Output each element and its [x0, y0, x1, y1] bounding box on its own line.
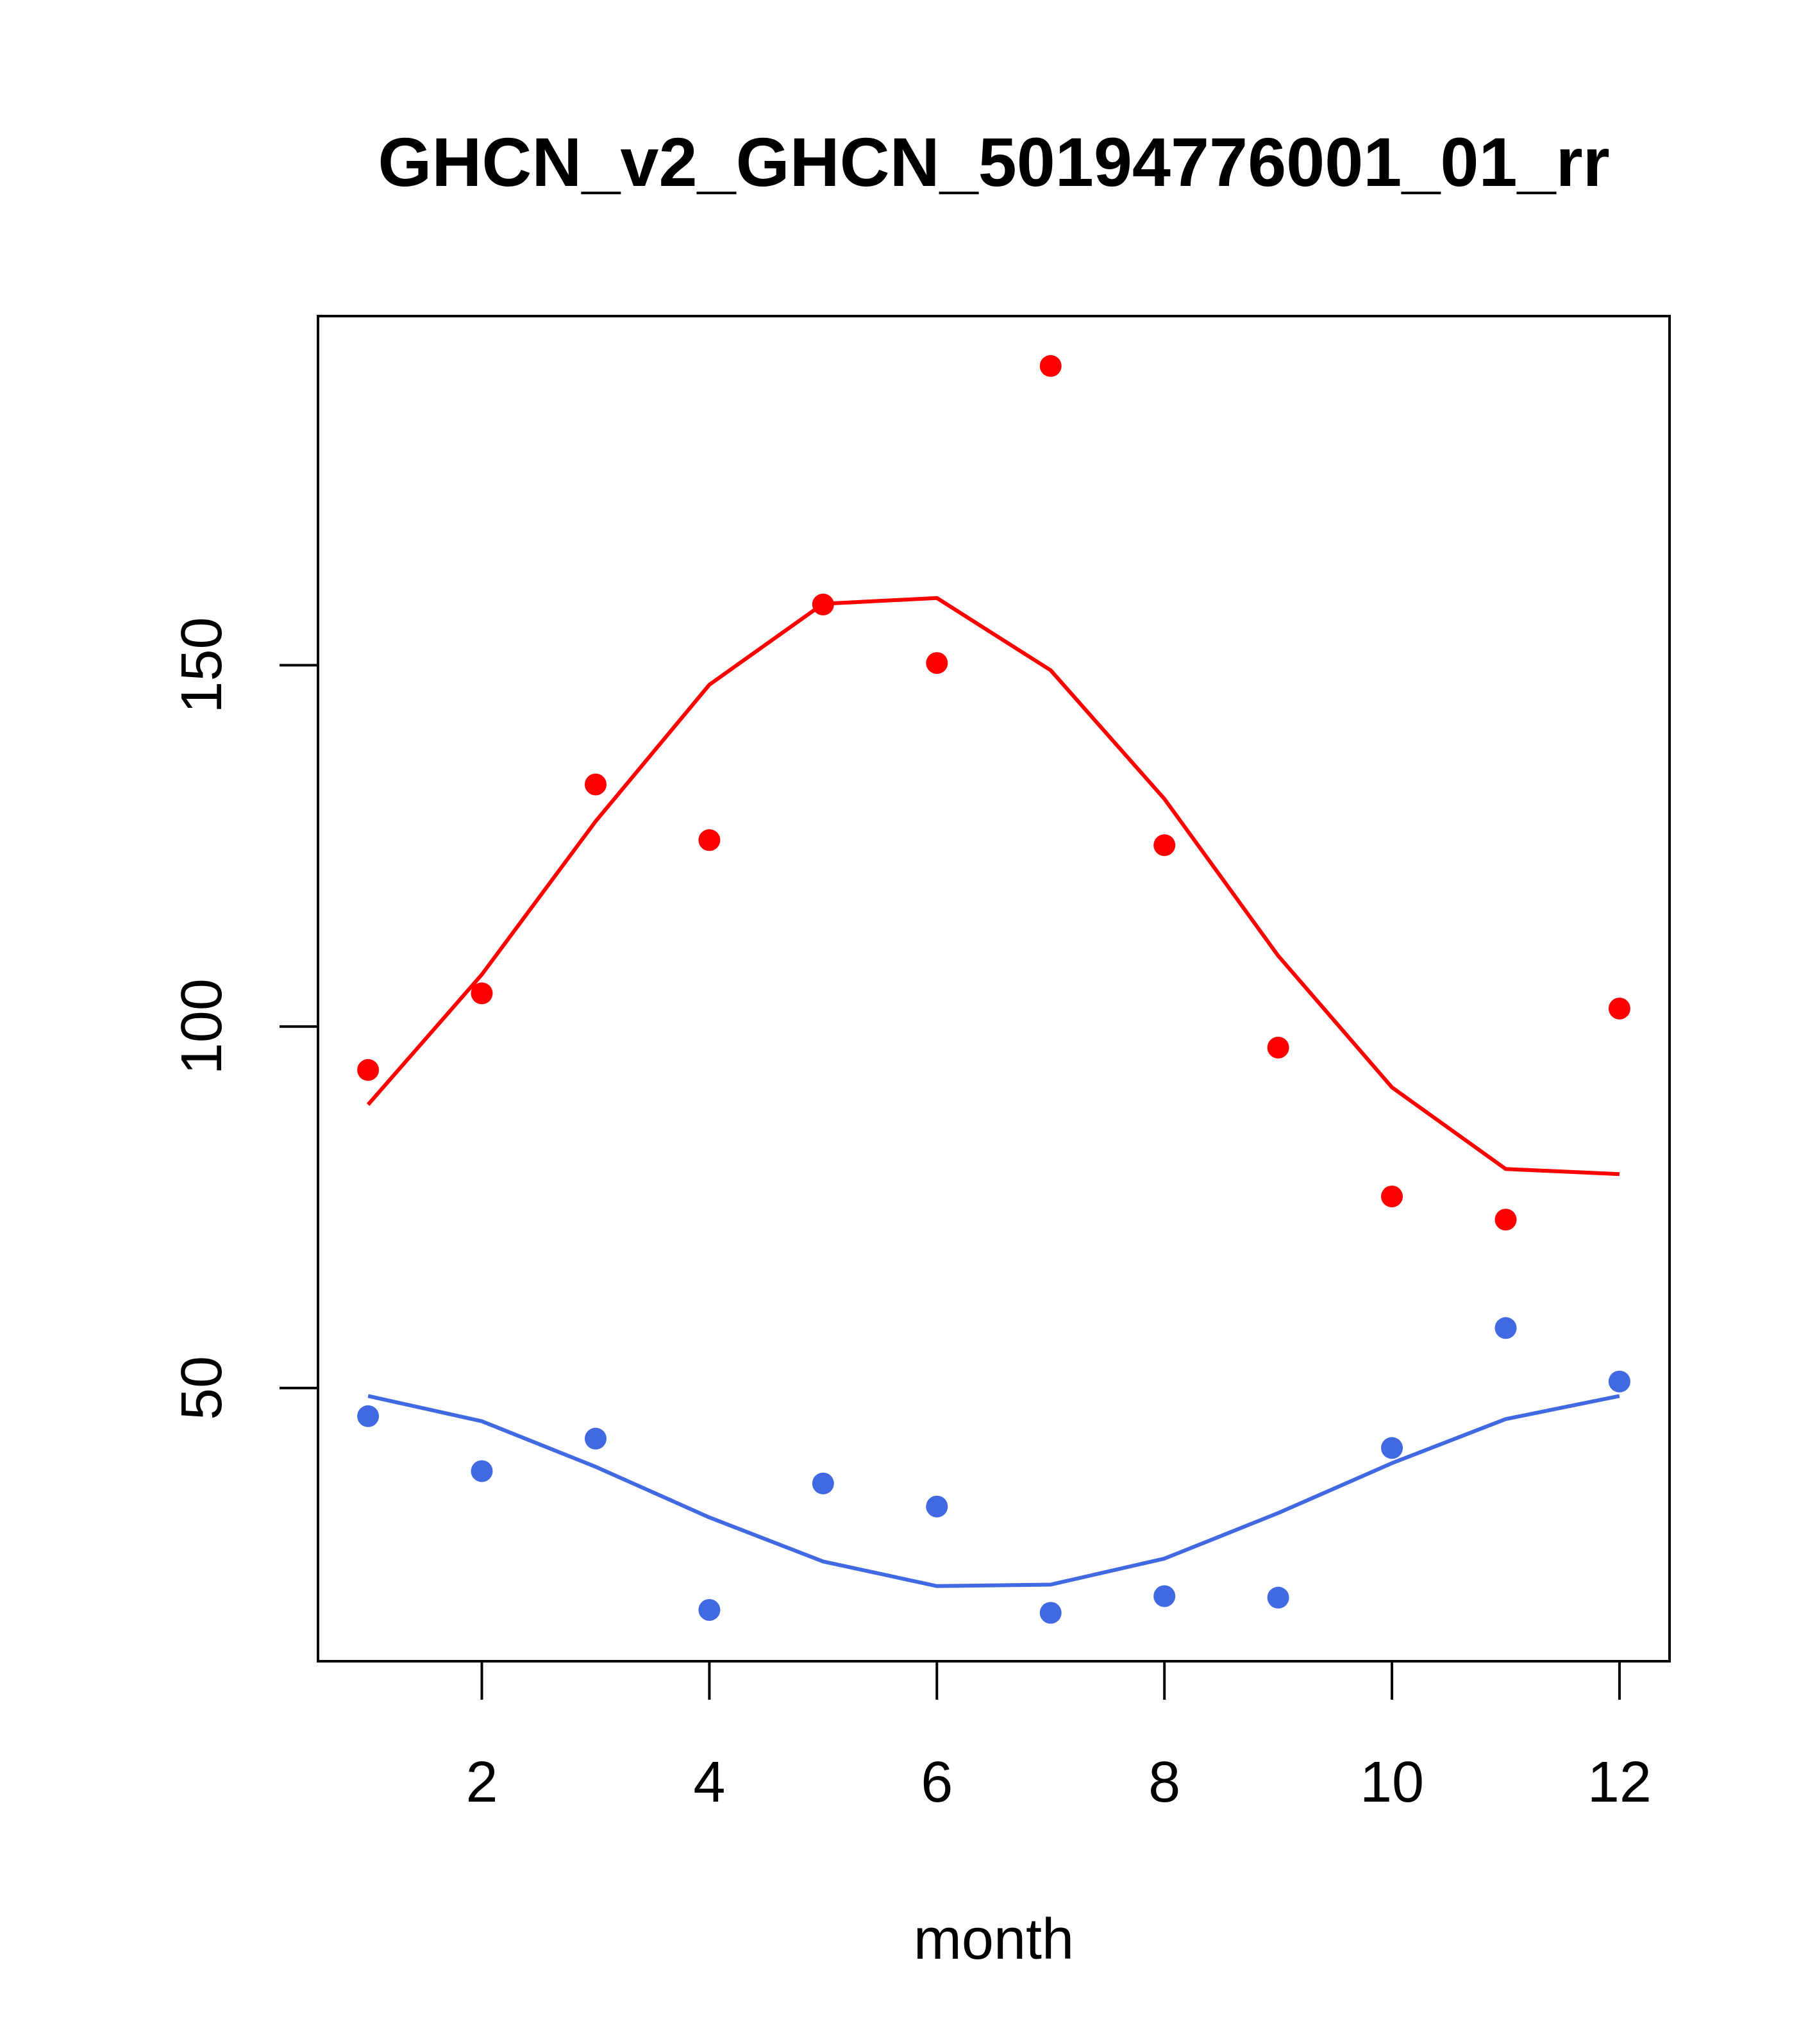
x-tick-label: 6 [921, 1750, 953, 1814]
series-1-point [1153, 834, 1176, 857]
series-2-point [812, 1472, 834, 1495]
series-1-point [698, 829, 721, 851]
series-2-smooth-line [367, 1394, 1620, 1588]
series-1-point [357, 1059, 380, 1081]
series-1-point [1267, 1036, 1289, 1059]
x-axis: 2 4 6 8 10 12 [465, 1660, 1652, 1814]
x-tick-label: 4 [693, 1750, 725, 1814]
x-tick-label: 2 [465, 1750, 498, 1814]
series-1-point [585, 773, 607, 796]
series-1-point [1381, 1185, 1403, 1208]
series-layer [357, 355, 1630, 1624]
x-axis-label: month [914, 1907, 1074, 1972]
series-2-point [585, 1427, 607, 1450]
y-axis: 50 100 150 [170, 617, 319, 1420]
series-2-point [1381, 1437, 1403, 1459]
y-tick-label: 100 [170, 978, 234, 1075]
series-2 [357, 1317, 1630, 1624]
series-2-point [471, 1460, 493, 1482]
series-2-point [1153, 1585, 1176, 1607]
plot-frame [317, 315, 1671, 1663]
x-tick-label: 8 [1148, 1750, 1180, 1814]
series-2-point [1267, 1586, 1289, 1609]
series-2-point [1495, 1317, 1517, 1339]
x-tick-label: 12 [1587, 1750, 1652, 1814]
series-1-point [812, 593, 834, 616]
series-1 [357, 355, 1630, 1231]
y-tick-label: 50 [170, 1356, 234, 1420]
series-1-smooth-line [366, 596, 1620, 1177]
series-1-point [926, 652, 948, 674]
series-2-point [357, 1405, 380, 1427]
series-2-point [1039, 1602, 1062, 1624]
series-2-point [698, 1599, 721, 1621]
y-tick-label: 150 [170, 617, 234, 713]
series-2-point [1608, 1370, 1630, 1393]
series-1-point [471, 982, 493, 1005]
series-1-point [1495, 1209, 1517, 1231]
chart-title: GHCN_v2_GHCN_50194776001_01_rr [378, 123, 1609, 201]
series-1-point [1039, 355, 1062, 377]
series-2-point [926, 1495, 948, 1518]
series-1-point [1608, 998, 1630, 1019]
x-tick-label: 10 [1360, 1750, 1424, 1814]
